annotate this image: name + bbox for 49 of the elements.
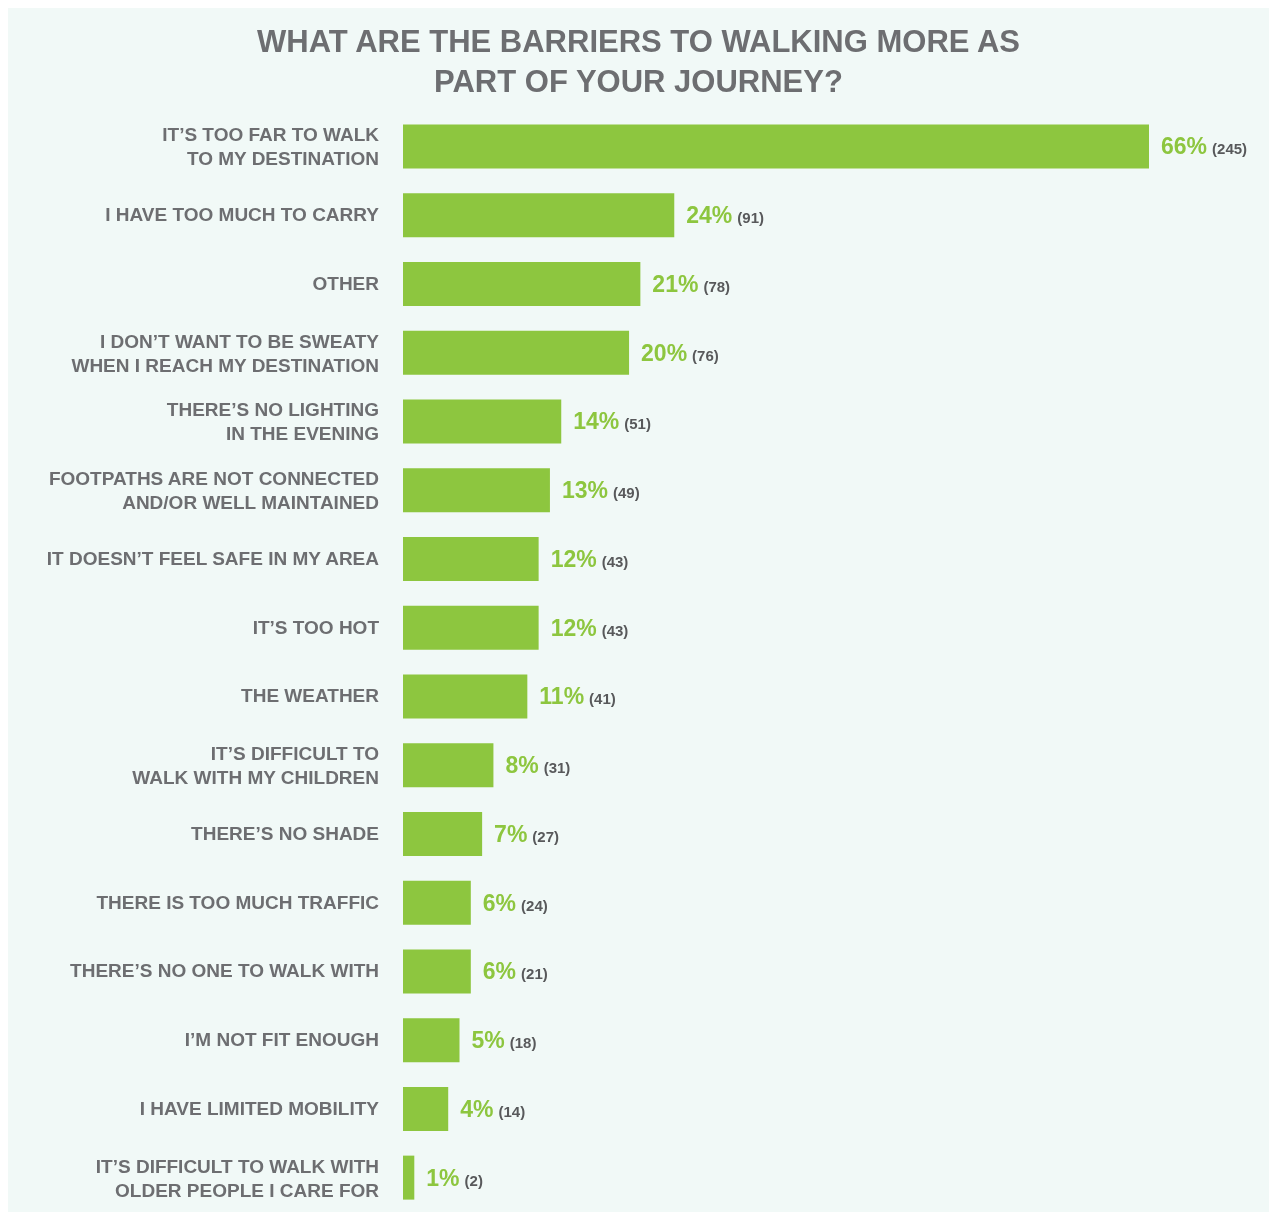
bar [403, 1086, 449, 1131]
y-tick-label: THERE’S NO SHADE [191, 822, 379, 844]
bar [403, 399, 562, 444]
data-label: 14% (51) [573, 408, 651, 435]
data-label: 12% (43) [550, 545, 629, 572]
data-label: 5% (18) [471, 1027, 537, 1054]
data-label: 66% (245) [1161, 133, 1248, 160]
bar [403, 880, 471, 925]
bar [403, 811, 483, 856]
y-tick-label: IT DOESN’T FEEL SAFE IN MY AREA [46, 547, 380, 569]
y-tick-label: THERE’S NO ONE TO WALK WITH [70, 960, 379, 982]
y-tick-label: I HAVE TOO MUCH TO CARRY [105, 204, 380, 226]
chart-title: WHAT ARE THE BARRIERS TO WALKING MORE AS PART OF YOUR JOURNEY? [256, 23, 1021, 101]
y-tick-label: THE WEATHER [241, 685, 380, 707]
bar [403, 1018, 460, 1063]
bar [403, 124, 1149, 169]
y-tick-label: THERE’S NO LIGHTING IN THE EVENING [166, 399, 379, 445]
bar [403, 536, 539, 581]
data-label: 13% (49) [561, 477, 640, 504]
y-tick-label: I HAVE LIMITED MOBILITY [139, 1097, 380, 1119]
y-tick-label: OTHER [312, 272, 380, 294]
data-label: 21% (78) [652, 270, 731, 297]
data-label: 24% (91) [686, 202, 765, 229]
bar [403, 674, 528, 719]
data-label: 6% (24) [482, 889, 548, 916]
y-tick-label: FOOTPATHS ARE NOT CONNECTED AND/OR WELL MAINTAINED [48, 468, 379, 514]
data-label: 11% (41) [539, 683, 616, 710]
bar [403, 193, 675, 238]
bar [403, 605, 539, 650]
bar [403, 468, 550, 513]
y-tick-label: I DON’T WANT TO BE SWEATY WHEN I REACH MY DESTINATION [71, 330, 380, 376]
data-label: 1% (2) [426, 1164, 483, 1191]
bar [403, 949, 471, 994]
y-tick-label: IT’S TOO FAR TO WALK TO MY DESTINATION [162, 124, 380, 170]
bar [403, 743, 494, 788]
data-label: 4% (14) [460, 1095, 526, 1122]
bar [403, 261, 641, 306]
data-label: 20% (76) [641, 339, 719, 366]
y-tick-label: IT’S DIFFICULT TO WALK WITH MY CHILDREN [132, 743, 379, 789]
data-label: 8% (31) [505, 752, 571, 779]
y-tick-label: IT’S TOO HOT [252, 616, 380, 638]
bar [403, 330, 630, 375]
data-label: 7% (27) [494, 820, 560, 847]
bar [403, 1155, 415, 1200]
y-tick-label: I’M NOT FIT ENOUGH [184, 1029, 379, 1051]
data-label: 12% (43) [550, 614, 629, 641]
data-label: 6% (21) [482, 958, 548, 985]
y-tick-label: THERE IS TOO MUCH TRAFFIC [96, 891, 380, 913]
y-tick-label: IT’S DIFFICULT TO WALK WITH OLDER PEOPLE I CARE FOR [95, 1155, 380, 1201]
